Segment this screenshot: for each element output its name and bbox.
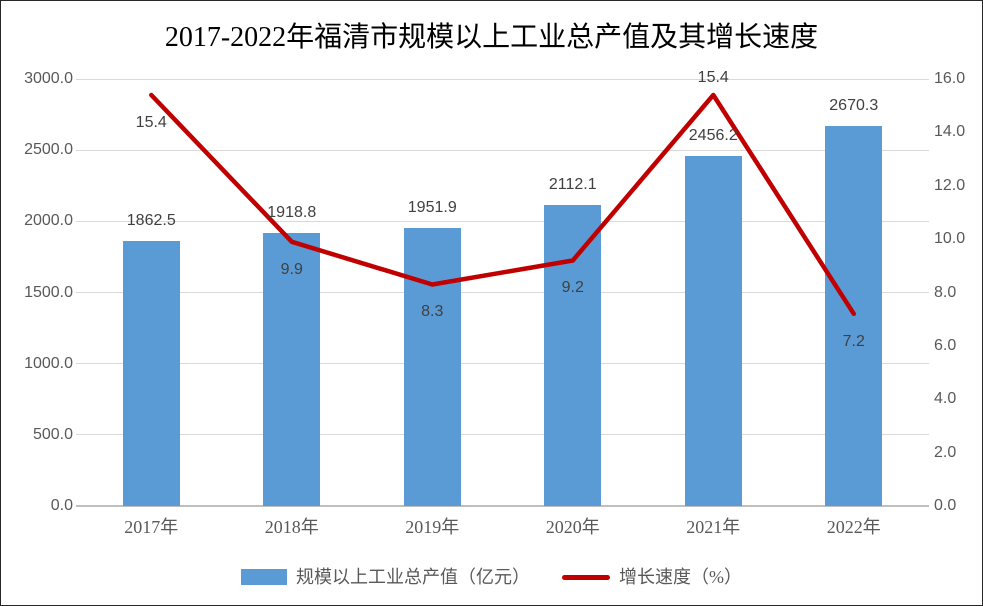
x-axis-label: 2021年: [686, 517, 741, 537]
chart-title: 2017-2022年福清市规模以上工业总产值及其增长速度: [164, 22, 819, 53]
y-left-tick-label: 1000.0: [24, 354, 73, 372]
bar-value-label: 2456.2: [688, 127, 738, 145]
y-right-tick-label: 4.0: [934, 390, 957, 408]
y-left-tick-label: 2000.0: [24, 212, 73, 230]
axis-baseline: [76, 505, 929, 507]
gridline: [76, 78, 929, 80]
bar: [122, 240, 180, 506]
legend-label-line-series: 增长速度（%）: [619, 567, 742, 587]
bar: [544, 205, 602, 506]
plot-area: 1862.5 1918.8 1951.9 2112.1 2456.2 2670.3 15.4…: [76, 69, 929, 507]
x-axis-label: 2020年: [545, 517, 600, 537]
growth-line: [149, 92, 857, 317]
y-right-tick-label: 14.0: [934, 123, 966, 141]
y-left-tick-label: 500.0: [32, 425, 73, 443]
bar: [684, 156, 742, 506]
gridline: [76, 220, 929, 222]
gridline: [76, 434, 929, 436]
y-left-tick-label: 2500.0: [24, 141, 73, 159]
x-axis-label: 2018年: [264, 517, 319, 537]
legend-bar-swatch-icon: [241, 569, 287, 585]
x-axis-label: 2019年: [405, 517, 460, 537]
bar-value-label: 2112.1: [548, 176, 597, 194]
bar: [403, 228, 461, 506]
y-axis-right: 0.0 2.0 4.0 6.0 8.0 10.0 12.0 14.0 16.0: [934, 70, 982, 514]
y-right-tick-label: 0.0: [934, 497, 957, 514]
bar-value-label: 1918.8: [267, 203, 317, 221]
line-value-label: 7.2: [842, 332, 865, 350]
line-value-label: 9.9: [280, 260, 303, 278]
gridline: [76, 363, 929, 365]
y-right-tick-label: 10.0: [934, 230, 966, 248]
bar-value-label: 2670.3: [829, 96, 879, 114]
line-value-label: 8.3: [421, 303, 444, 321]
line-value-label: 15.4: [697, 69, 729, 87]
growth-line-path: [149, 92, 857, 317]
y-left-tick-label: 0.0: [50, 497, 73, 514]
bar-value-label: 1862.5: [126, 211, 176, 229]
gridline: [76, 149, 929, 151]
y-right-tick-label: 12.0: [934, 176, 966, 194]
y-right-tick-label: 6.0: [934, 336, 957, 354]
bar-value-label: 1951.9: [407, 199, 457, 217]
y-axis-left: 0.0 500.0 1000.0 1500.0 2000.0 2500.0 3000.0: [1, 70, 73, 514]
y-right-tick-label: 16.0: [934, 70, 966, 87]
legend-label-bar-series: 规模以上工业总产值（亿元）: [296, 567, 530, 587]
y-left-tick-label: 1500.0: [24, 283, 73, 301]
legend: 规模以上工业总产值（亿元） 增长速度（%）: [1, 565, 982, 589]
y-right-tick-label: 8.0: [934, 283, 957, 301]
bar: [263, 232, 321, 506]
x-axis-label: 2022年: [826, 517, 881, 537]
line-value-label: 9.2: [561, 279, 584, 297]
x-axis-label: 2017年: [124, 517, 179, 537]
legend-line-swatch-icon: [562, 574, 610, 580]
y-left-tick-label: 3000.0: [24, 70, 73, 87]
line-value-label: 15.4: [135, 114, 167, 131]
gridline: [76, 292, 929, 293]
x-axis: 2017年 2018年 2019年 2020年 2021年 2022年: [81, 515, 924, 541]
y-right-tick-label: 2.0: [934, 443, 957, 461]
